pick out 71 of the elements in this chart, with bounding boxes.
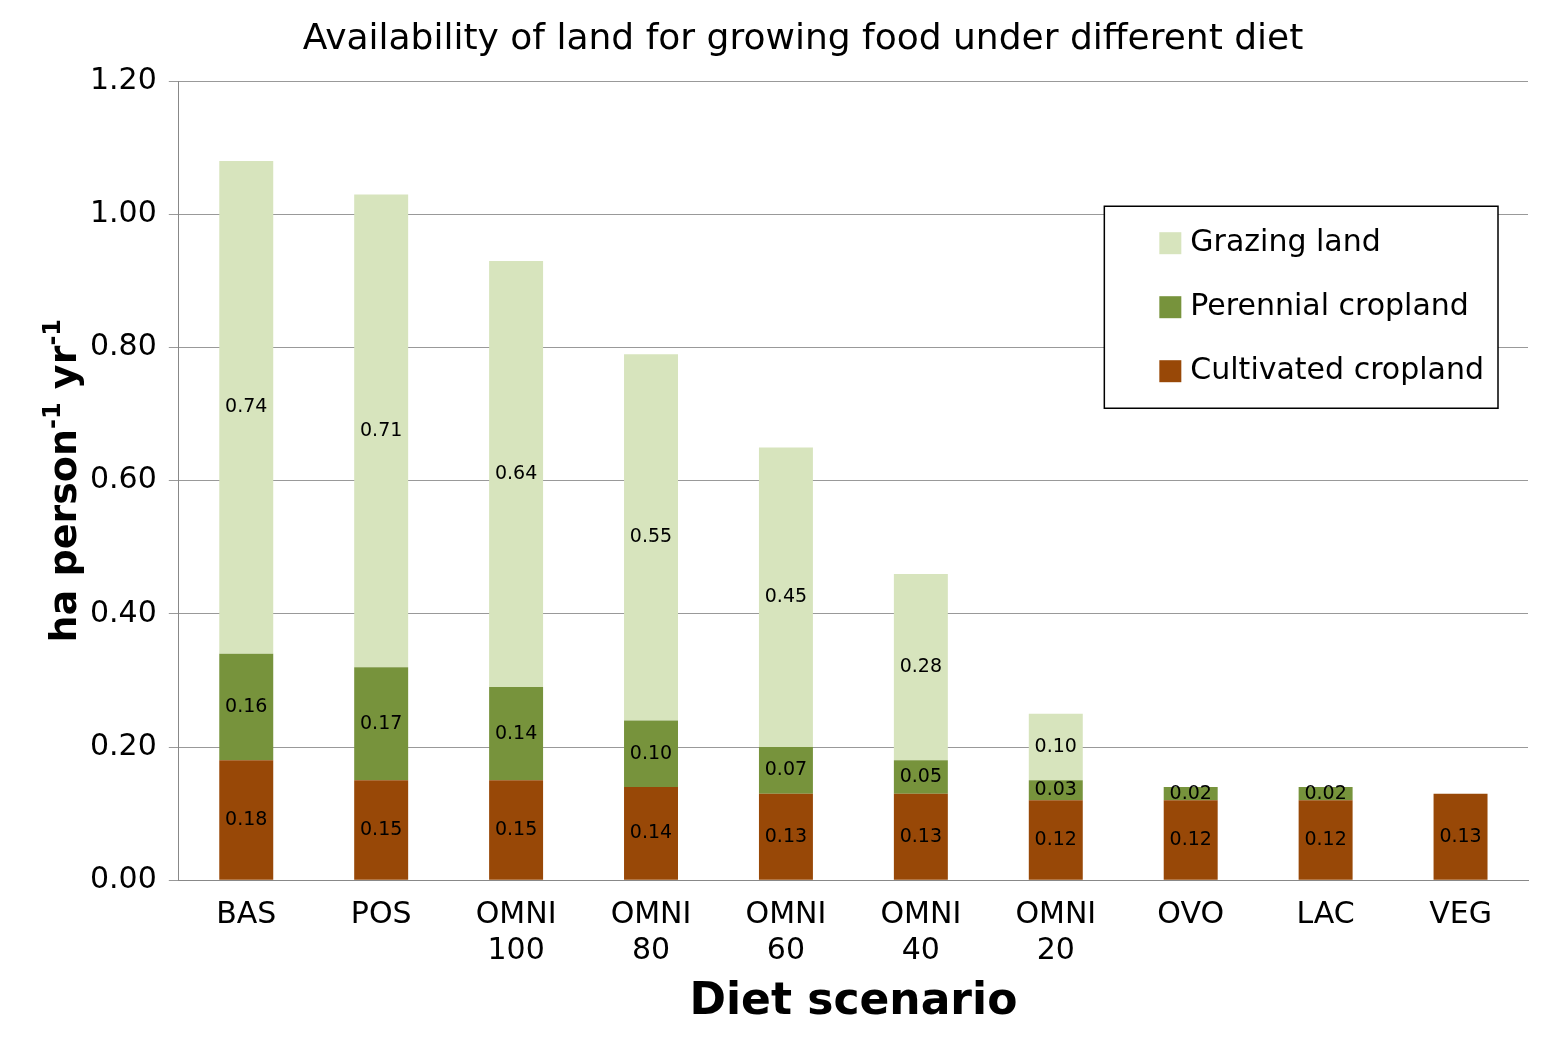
data-label: 0.10 [629,740,673,763]
bar [758,793,813,880]
data-label: 0.13 [764,823,808,846]
bar [758,747,813,794]
bar [219,760,274,880]
data-label: 0.16 [225,694,268,717]
bar [624,786,678,880]
data-label: 0.03 [1034,777,1077,800]
data-label: 0.45 [764,584,808,607]
data-label: 0.13 [1439,823,1482,846]
data-label: 0.14 [494,720,538,743]
y-tick-label: 1.20 [90,61,157,96]
x-tick-label: VEG [1429,895,1492,930]
data-label: 0.28 [899,654,943,677]
y-tick-label: 1.00 [90,194,157,230]
data-label: 0.13 [899,823,943,846]
bar [624,720,678,787]
data-label: 0.02 [1169,780,1212,803]
x-tick-label: OMNI 40 [880,895,962,966]
bar [624,354,678,721]
x-tick-label: OMNI 60 [745,895,827,966]
data-label: 0.12 [1034,826,1077,849]
chart-title: Availability of land for growing food under different diet [302,15,1304,57]
data-label: 0.02 [1304,780,1347,803]
legend-label: Perennial cropland [1190,287,1469,322]
x-tick-label: POS [350,895,412,930]
bar [489,780,544,880]
bar [354,780,409,880]
legend-label: Grazing land [1190,223,1381,258]
bar [219,161,274,654]
data-label: 0.15 [494,816,538,839]
x-tick-label: OMNI 20 [1015,895,1097,966]
data-label: 0.55 [629,524,673,547]
x-axis-title: Diet scenario [689,973,1018,1025]
bar [893,793,948,880]
y-tick-label: 0.40 [90,593,157,629]
data-label: 0.74 [225,394,268,417]
data-label: 0.12 [1169,826,1212,849]
data-label: 0.15 [360,816,403,839]
bar [1028,800,1083,880]
y-axis-title: ha person-1 yr-1 [38,318,85,643]
legend-label: Cultivated cropland [1190,351,1484,386]
y-tick-label: 0.60 [90,460,157,496]
x-tick-label: LAC [1296,895,1355,930]
data-label: 0.71 [360,417,403,440]
y-tick-label: 0.20 [90,726,157,762]
data-label: 0.05 [899,763,943,786]
y-tick-label: 0.80 [90,327,157,363]
x-tick-label: BAS [216,895,277,930]
x-tick-label: OVO [1157,895,1225,930]
x-tick-label: OMNI 80 [610,895,692,966]
data-label: 0.12 [1304,826,1347,849]
data-label: 0.14 [629,820,673,843]
x-tick-label: OMNI 100 [475,895,557,966]
bar [354,194,409,668]
data-label: 0.64 [494,460,538,483]
bar [1298,800,1353,880]
y-tick-label: 0.00 [90,860,157,895]
data-label: 0.17 [360,710,403,733]
bar [354,667,409,781]
bar [1028,713,1083,781]
bar [1163,800,1218,880]
bar [758,447,813,748]
data-label: 0.07 [764,757,808,780]
data-label: 0.18 [225,806,268,829]
bar [489,260,544,688]
data-label: 0.10 [1034,733,1077,756]
bar [893,573,948,761]
bar [219,653,274,761]
bar [489,687,544,781]
bar [1433,793,1488,880]
